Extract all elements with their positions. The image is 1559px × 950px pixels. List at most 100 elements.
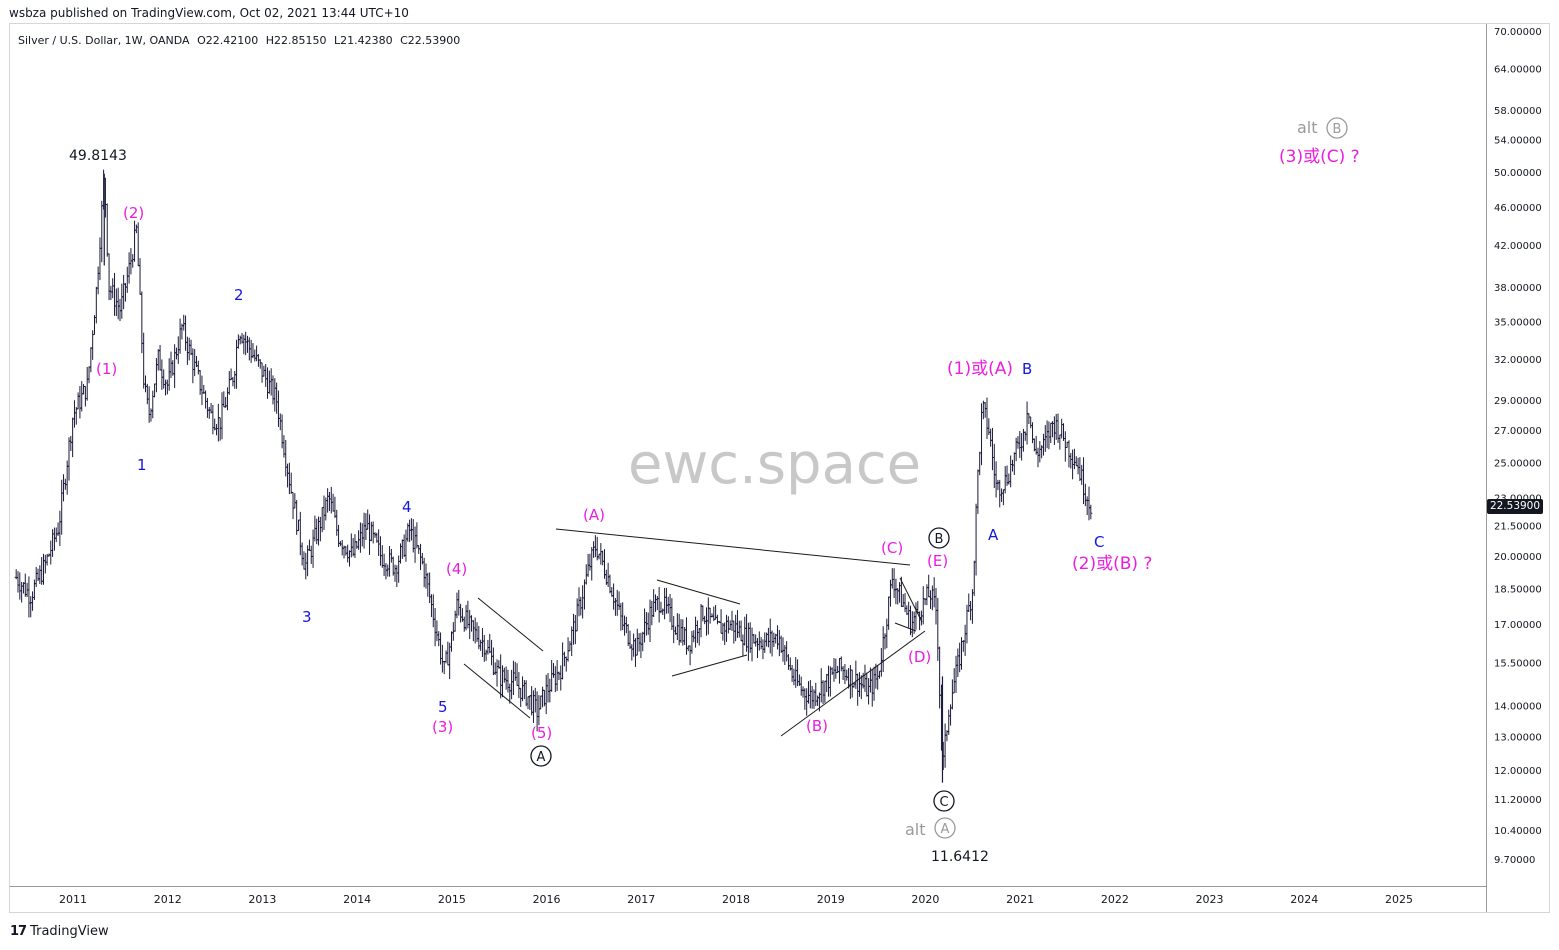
ohlc-bar [943,723,947,768]
ohlc-bar [522,680,526,700]
ohlc-bar [956,648,960,677]
ohlc-bar [479,639,483,651]
ohlc-bar [120,283,124,319]
ohlc-bar [934,588,938,625]
ohlc-bar [827,665,831,697]
ohlc-bar [92,315,96,336]
ohlc-bar [426,572,430,597]
ohlc-bar [1076,457,1080,475]
triangle-lower-2 [671,654,748,677]
ohlc-bar [763,632,767,653]
ohlc-bar [164,379,168,396]
ohlc-bar [1001,489,1005,506]
ohlc-bar [581,585,585,619]
ohlc-bar [317,516,321,546]
ohlc-bar [706,597,710,635]
ohlc-bar [805,688,809,716]
trendline-A-C [555,528,911,566]
ohlc-bar [637,633,641,652]
ohlc-bar [260,362,264,383]
wave-label: (3)或(C) ? [1279,147,1360,167]
ohlc-bar [630,644,634,661]
time-tick-label: 2012 [154,893,182,906]
ohlc-bar [284,439,288,477]
ohlc-bar [304,552,308,580]
ohlc-bar [648,599,652,643]
ohlc-bar [990,427,994,471]
ohlc-bar [368,514,372,555]
ohlc-bar [575,598,579,632]
ohlc-bar [794,657,798,688]
ohlc-bar [741,634,745,656]
wave-label: (1) [96,360,117,378]
candles [14,169,1093,783]
ohlc-bar [728,620,732,630]
ohlc-bar [735,610,739,638]
ohlc-bar [16,571,20,593]
ohlc-bar [954,655,958,693]
ohlc-bar [1087,486,1091,521]
wave-label: (2)或(B) ? [1072,554,1152,574]
ohlc-bar [118,298,122,322]
ohlc-bar [165,379,169,395]
time-tick-label: 2017 [627,893,655,906]
time-tick-label: 2016 [533,893,561,906]
ohlc-bar [668,594,672,623]
ohlc-bar [985,397,989,439]
ohlc-bar [582,579,586,610]
ohlc-bar [41,553,45,585]
ohlc-bar [564,656,568,672]
ohlc-bar [344,546,348,556]
price-tick-label: 17.00000 [1494,620,1542,631]
ohlc-bar [643,608,647,643]
ohlc-bar [921,586,925,625]
ohlc-bar [51,529,55,557]
ohlc-bar [62,474,66,502]
ohlc-bar [453,610,457,632]
legend-open: O22.42100 [197,34,259,47]
ohlc-bar [872,666,876,701]
ohlc-bar [704,607,708,636]
ohlc-bar [38,565,42,584]
time-axis-border [10,886,1486,887]
price-tick-label: 29.00000 [1494,396,1542,407]
time-tick-label: 2021 [1006,893,1034,906]
ohlc-bar [318,516,322,542]
triangle-lower-1 [463,663,531,719]
ohlc-bar [142,332,146,389]
ohlc-bar [901,594,905,608]
ohlc-bar [71,417,75,458]
ohlc-bar [737,620,741,638]
ohlc-bar [675,613,679,640]
price-tick-label: 11.20000 [1494,795,1542,806]
ohlc-bar [105,203,109,257]
ohlc-bar [757,631,761,651]
ohlc-bar [830,667,834,675]
ohlc-bar [856,673,860,706]
ohlc-bar [801,686,805,698]
ohlc-bar [1047,421,1051,450]
price-tick-label: 38.00000 [1494,283,1542,294]
ohlc-bar [196,360,200,375]
svg-text:alt: alt [905,820,926,839]
ohlc-bar [710,613,714,618]
ohlc-bar [690,630,694,654]
svg-text:alt: alt [1297,118,1318,137]
price-tick-label: 14.00000 [1494,701,1542,712]
ohlc-bar [500,665,504,698]
wave-label: (4) [446,560,467,578]
wave-label: (5) [531,724,552,742]
ohlc-bar [229,368,233,381]
ohlc-bar [632,633,636,657]
ohlc-bar [828,666,832,697]
ohlc-bar [734,614,738,642]
ohlc-bar [346,544,350,563]
ohlc-bar [351,538,355,557]
ohlc-bar [772,632,776,647]
ohlc-bar [781,637,785,662]
ohlc-bar [169,351,173,379]
wave-label: (B) [806,717,828,735]
ohlc-bar [65,460,69,495]
ohlc-bar [726,616,730,634]
